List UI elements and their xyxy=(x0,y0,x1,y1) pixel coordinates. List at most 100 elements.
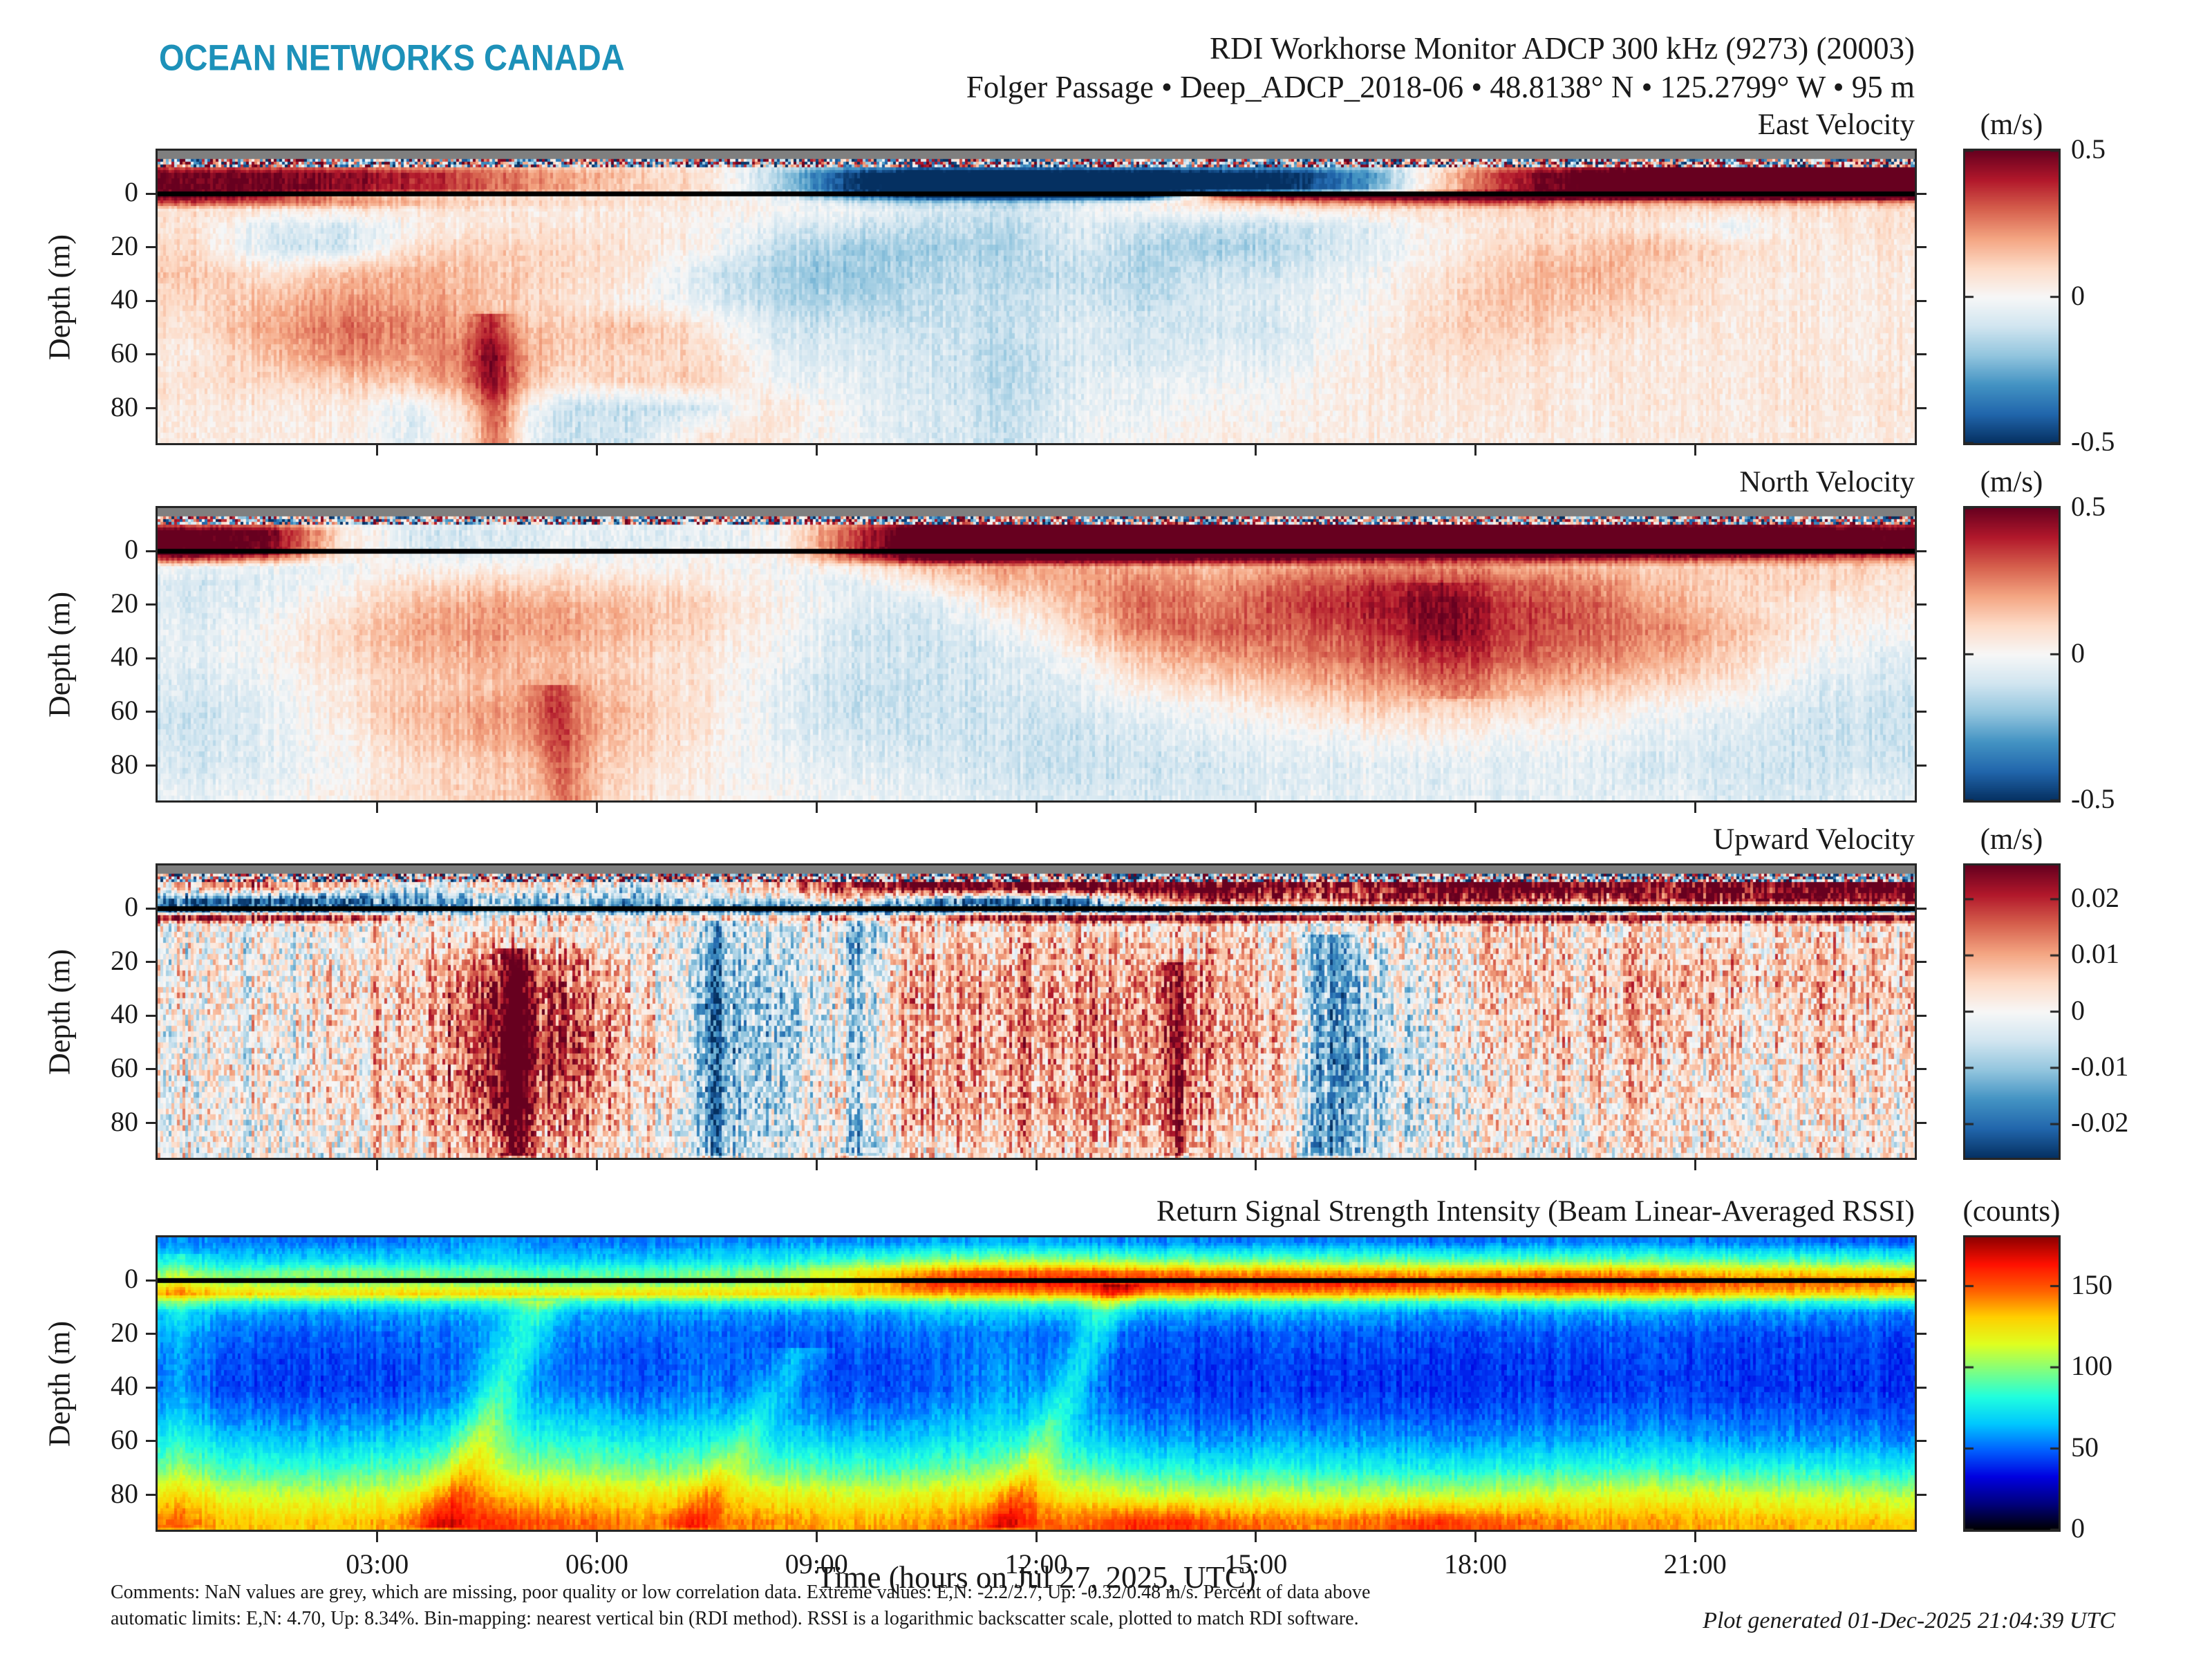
depth-axis-label: Depth (m) xyxy=(42,948,76,1075)
east-velocity-panel xyxy=(156,149,1917,445)
depth-tick-mark xyxy=(146,299,156,302)
depth-tick-mark xyxy=(1917,603,1927,606)
time-tick-mark xyxy=(376,1532,379,1542)
depth-tick-mark xyxy=(146,907,156,910)
depth-tick-label: 80 xyxy=(111,1105,138,1137)
depth-tick-label: 0 xyxy=(124,1263,138,1295)
depth-tick-mark xyxy=(146,1440,156,1443)
figure-title: RDI Workhorse Monitor ADCP 300 kHz (9273… xyxy=(1209,31,1915,66)
depth-tick-mark xyxy=(1917,1440,1927,1443)
colorbar-tick-label: -0.01 xyxy=(2071,1050,2129,1082)
time-tick-mark xyxy=(815,803,818,813)
time-tick-mark xyxy=(1255,1532,1257,1542)
depth-axis-label: Depth (m) xyxy=(42,234,76,360)
time-tick-mark xyxy=(1255,445,1257,456)
depth-tick-mark xyxy=(146,192,156,195)
depth-tick-mark xyxy=(1917,192,1927,195)
upward-velocity-colorbar-gradient xyxy=(1965,865,2059,1158)
depth-tick-mark xyxy=(1917,1333,1927,1335)
depth-axis-label: Depth (m) xyxy=(42,591,76,718)
plot-generated-timestamp: Plot generated 01-Dec-2025 21:04:39 UTC xyxy=(1703,1608,2115,1633)
depth-tick-label: 60 xyxy=(111,337,138,368)
colorbar-tick-label: 100 xyxy=(2071,1350,2112,1381)
depth-tick-label: 40 xyxy=(111,1370,138,1402)
upward-velocity-colorbar xyxy=(1963,863,2061,1160)
depth-tick-label: 0 xyxy=(124,534,138,565)
depth-tick-mark xyxy=(1917,550,1927,552)
time-tick-mark xyxy=(1035,1532,1038,1542)
time-tick-label: 03:00 xyxy=(346,1548,409,1580)
depth-tick-label: 80 xyxy=(111,1477,138,1509)
time-tick-mark xyxy=(596,445,598,456)
time-tick-label: 18:00 xyxy=(1443,1548,1508,1580)
colorbar-tick-label: 150 xyxy=(2071,1268,2112,1300)
depth-tick-mark xyxy=(1917,299,1927,302)
depth-tick-mark xyxy=(146,246,156,249)
rssi-panel xyxy=(156,1235,1917,1532)
time-tick-mark xyxy=(376,803,379,813)
time-tick-mark xyxy=(1694,1532,1696,1542)
colorbar-tick-label: 0.5 xyxy=(2071,133,2106,165)
depth-tick-label: 20 xyxy=(111,587,138,619)
colorbar-tick-label: -0.5 xyxy=(2071,783,2115,814)
rssi-colorbar-gradient xyxy=(1965,1237,2059,1530)
depth-tick-label: 60 xyxy=(111,1423,138,1455)
panel-title-upward-velocity: Upward Velocity xyxy=(1713,823,1915,856)
depth-tick-mark xyxy=(1917,907,1927,910)
colorbar-unit-north: (m/s) xyxy=(1980,466,2043,498)
depth-tick-mark xyxy=(1917,765,1927,767)
colorbar-tick-label: -0.02 xyxy=(2071,1107,2129,1138)
depth-tick-mark xyxy=(1917,1068,1927,1071)
colorbar-tick-label: 0.02 xyxy=(2071,881,2119,913)
depth-tick-mark xyxy=(146,1014,156,1017)
onc-logo: OCEAN NETWORKS CANADA xyxy=(159,37,625,78)
time-tick-mark xyxy=(376,445,379,456)
colorbar-unit-upward: (m/s) xyxy=(1980,823,2043,856)
depth-tick-mark xyxy=(146,407,156,410)
depth-tick-label: 40 xyxy=(111,998,138,1030)
colorbar-unit-east: (m/s) xyxy=(1980,109,2043,141)
time-tick-mark xyxy=(1474,1532,1477,1542)
time-tick-mark xyxy=(1255,803,1257,813)
depth-tick-mark xyxy=(146,1279,156,1282)
depth-tick-mark xyxy=(146,657,156,659)
depth-tick-mark xyxy=(146,1333,156,1335)
panel-title-rssi: Return Signal Strength Intensity (Beam L… xyxy=(1156,1195,1915,1228)
colorbar-tick-label: 0 xyxy=(2071,637,2085,668)
depth-tick-mark xyxy=(146,1122,156,1125)
north-velocity-panel xyxy=(156,506,1917,803)
depth-tick-mark xyxy=(1917,353,1927,356)
time-tick-mark xyxy=(1694,803,1696,813)
time-tick-label: 21:00 xyxy=(1663,1548,1727,1580)
depth-tick-mark xyxy=(1917,246,1927,249)
depth-tick-label: 40 xyxy=(111,641,138,673)
depth-tick-mark xyxy=(146,1386,156,1389)
panel-title-north-velocity: North Velocity xyxy=(1739,466,1915,498)
time-tick-mark xyxy=(815,445,818,456)
figure-subtitle: Folger Passage • Deep_ADCP_2018-06 • 48.… xyxy=(966,70,1915,104)
depth-tick-mark xyxy=(1917,1494,1927,1497)
depth-tick-mark xyxy=(1917,961,1927,964)
east-velocity-heatmap xyxy=(158,151,1915,443)
panel-title-east-velocity: East Velocity xyxy=(1757,109,1915,141)
time-tick-mark xyxy=(815,1532,818,1542)
time-tick-mark xyxy=(815,1160,818,1170)
north-velocity-colorbar xyxy=(1963,506,2061,803)
time-tick-mark xyxy=(1035,1160,1038,1170)
time-tick-mark xyxy=(596,803,598,813)
upward-velocity-heatmap xyxy=(158,865,1915,1158)
rssi-colorbar xyxy=(1963,1235,2061,1532)
depth-tick-label: 80 xyxy=(111,748,138,780)
depth-tick-mark xyxy=(146,961,156,964)
east-velocity-colorbar xyxy=(1963,149,2061,445)
time-tick-label: 12:00 xyxy=(1004,1548,1068,1580)
time-tick-mark xyxy=(1255,1160,1257,1170)
time-tick-mark xyxy=(1035,445,1038,456)
footer-comments-line2: automatic limits: E,N: 4.70, Up: 8.34%. … xyxy=(111,1608,1359,1629)
depth-tick-mark xyxy=(1917,1279,1927,1282)
depth-tick-mark xyxy=(1917,1386,1927,1389)
colorbar-tick-label: -0.5 xyxy=(2071,426,2115,457)
east-velocity-colorbar-gradient xyxy=(1965,151,2059,443)
footer-comments-line1: Comments: NaN values are grey, which are… xyxy=(111,1582,1371,1603)
depth-tick-label: 20 xyxy=(111,944,138,976)
